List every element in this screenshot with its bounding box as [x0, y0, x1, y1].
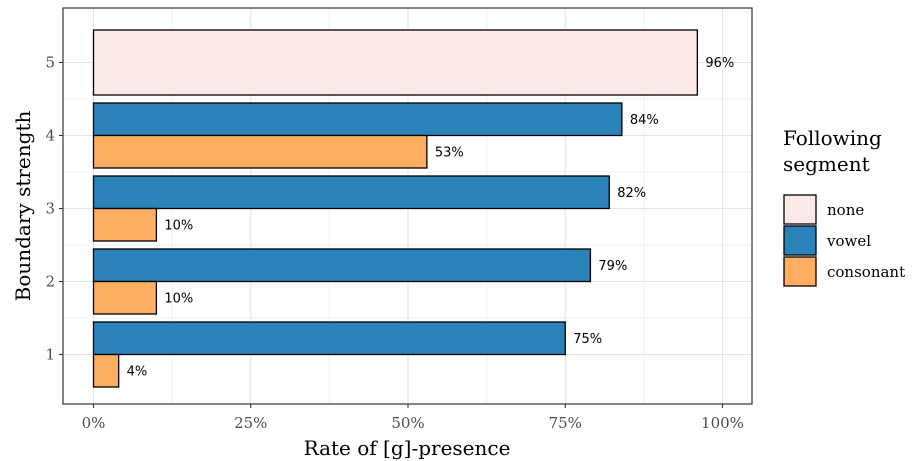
y-tick-label-2: 2: [45, 273, 55, 291]
bar-vowel-3: [92, 175, 610, 210]
legend-label-none: none: [827, 201, 864, 219]
bar-consonant-1: [92, 353, 120, 388]
y-tick-label-3: 3: [45, 200, 55, 218]
data-label-vowel-4: 84%: [630, 113, 659, 128]
y-tick-label-4: 4: [45, 127, 55, 145]
x-tick-label-3: 75%: [549, 414, 582, 432]
legend-key-none: [783, 194, 817, 225]
data-label-consonant-1: 4%: [127, 364, 148, 379]
bar-consonant-2: [92, 280, 158, 315]
bar-consonant-4: [92, 134, 428, 169]
data-label-vowel-2: 79%: [598, 259, 627, 274]
legend-label-vowel: vowel: [826, 232, 871, 250]
bar-vowel-2: [92, 248, 592, 283]
x-tick-label-0: 0%: [82, 414, 106, 432]
bar-vowel-4: [92, 102, 623, 137]
data-label-vowel-3: 82%: [617, 186, 646, 201]
x-axis-ticks: 0% 25% 50% 75% 100%: [82, 404, 744, 432]
legend-title-line-2: segment: [783, 152, 870, 176]
bar-vowel-1: [92, 321, 566, 356]
data-label-consonant-3: 10%: [164, 218, 193, 233]
legend-key-vowel: [783, 225, 817, 256]
bar-consonant-3: [92, 207, 158, 242]
data-label-consonant-2: 10%: [164, 291, 193, 306]
x-tick-label-1: 25%: [234, 414, 267, 432]
x-tick-label-4: 100%: [701, 414, 744, 432]
data-label-vowel-1: 75%: [573, 332, 602, 347]
y-tick-label-5: 5: [45, 54, 55, 72]
x-axis-title: Rate of [g]-presence: [304, 436, 511, 460]
legend-title-line-1: Following: [783, 126, 882, 150]
x-tick-label-2: 50%: [391, 414, 424, 432]
data-label-none-5: 96%: [705, 56, 734, 71]
bar-labels: 75% 4% 79% 10% 82% 10% 84% 53% 96%: [127, 56, 735, 379]
legend-label-consonant: consonant: [827, 263, 905, 281]
bars: [92, 29, 698, 388]
y-axis-ticks: 1 2 3 4 5: [45, 54, 63, 364]
data-label-consonant-4: 53%: [435, 145, 464, 160]
legend-key-consonant: [783, 256, 817, 287]
y-axis-title: Boundary strength: [11, 111, 35, 302]
bar-none-5: [92, 29, 698, 96]
y-tick-label-1: 1: [45, 346, 55, 364]
